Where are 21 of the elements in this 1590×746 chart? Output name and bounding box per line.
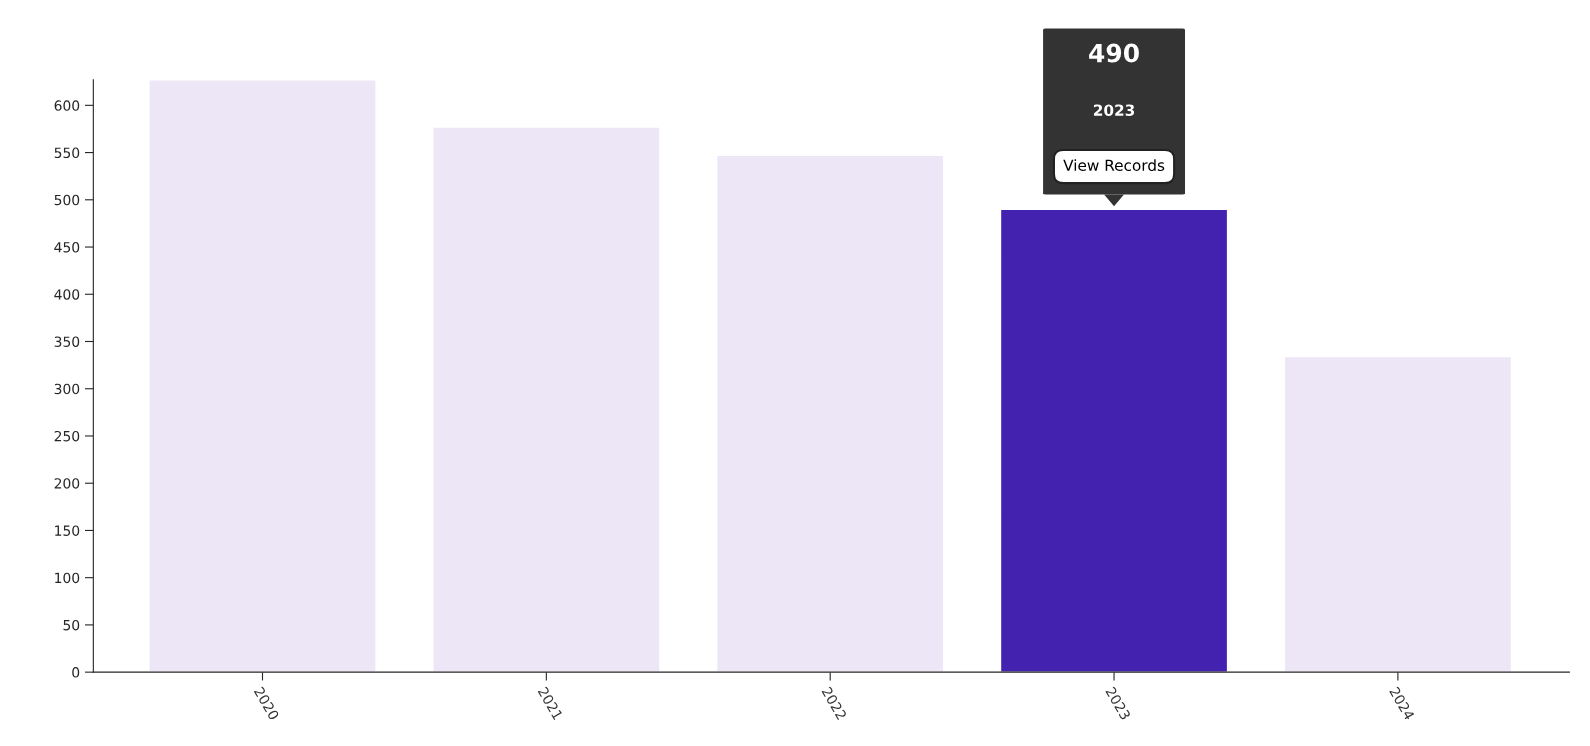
y-tick-label: 150 <box>55 525 80 536</box>
y-tick-label: 450 <box>54 242 80 253</box>
y-tick-label: 400 <box>54 289 80 300</box>
bar <box>432 126 661 673</box>
annotation: View Records <box>1063 159 1165 172</box>
y-tick-label: 50 <box>63 619 80 631</box>
text: 490 <box>1089 43 1139 63</box>
bar <box>715 154 945 673</box>
y-tick-label: 600 <box>54 100 80 111</box>
annotation: 2023 <box>1093 104 1135 116</box>
y-tick-label: 500 <box>54 194 80 206</box>
y-tick-label: 100 <box>55 572 80 584</box>
bar <box>999 208 1229 673</box>
y-tick-label: 300 <box>54 383 80 395</box>
y-tick-label: 550 <box>54 147 80 159</box>
bar <box>1283 355 1513 673</box>
bar <box>148 79 377 673</box>
y-tick-label: 200 <box>54 478 80 489</box>
y-tick-label: 0 <box>72 667 80 678</box>
y-tick-label: 350 <box>54 336 80 347</box>
y-tick-label: 250 <box>54 430 80 442</box>
